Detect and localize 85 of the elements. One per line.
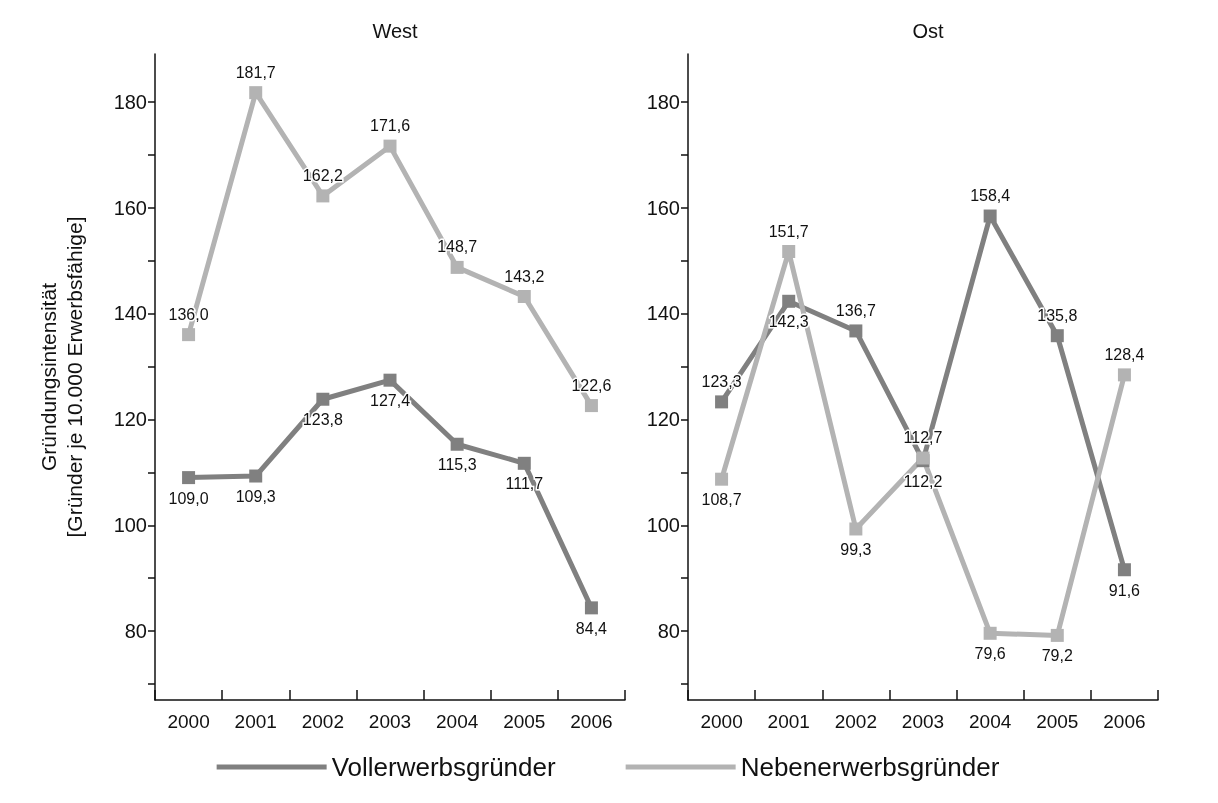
x-tick-label: 2003 [368,711,412,732]
point [316,392,330,406]
x-tick-label: 2003 [901,711,945,732]
x-tick-label: 2000 [167,711,210,732]
chart-title: Ost [912,20,944,42]
point [450,260,464,274]
x-tick-label: 2004 [436,711,479,732]
data-label: 91,6 [1108,581,1141,599]
point [182,471,196,485]
y-tick-label: 80 [124,620,147,643]
data-label: 112,2 [903,472,943,490]
data-label: 79,2 [1041,647,1073,665]
data-label: 112,7 [903,429,943,447]
point [983,209,997,223]
data-label: 111,7 [505,475,544,493]
x-tick-label: 2002 [301,711,344,732]
data-label: 109,0 [168,489,209,507]
y-tick-label: 120 [113,408,147,431]
data-label: 142,3 [768,313,809,331]
y-tick-label: 140 [113,302,147,325]
data-label: 162,2 [302,166,343,184]
y-axis-title: Gründungsintensität [Gründer je 10.000 Erwerbsfähige] [36,216,86,538]
x-tick-label: 2005 [503,711,546,732]
point [450,437,464,451]
point [383,139,397,153]
data-label: 135,8 [1037,306,1078,324]
point [517,456,531,470]
point [1050,329,1064,343]
point [1050,628,1064,642]
data-label: 122,6 [571,376,612,394]
data-label: 99,3 [840,540,872,558]
x-tick-label: 2001 [767,711,810,732]
data-label: 148,7 [437,238,478,256]
x-tick-label: 2000 [700,711,743,732]
y-tick-label: 100 [113,514,147,537]
data-label: 79,6 [974,645,1006,663]
point [782,245,796,259]
data-label: 128,4 [1104,345,1145,363]
y-tick-label: 120 [646,408,680,431]
point [249,86,263,100]
point [849,522,863,536]
legend-label: Nebenerwerbsgründer [740,752,1000,782]
point [584,601,598,615]
point [383,373,397,387]
data-label: 108,7 [701,491,742,509]
data-label: 84,4 [575,619,608,637]
data-label: 123,8 [302,411,343,429]
point [715,395,729,409]
y-tick-label: 100 [646,514,680,537]
x-tick-label: 2005 [1036,711,1079,732]
y-tick-label: 160 [113,196,147,219]
y-tick-label: 160 [646,196,680,219]
x-tick-label: 2004 [969,711,1012,732]
y-tick-label: 80 [657,620,680,643]
point [182,328,196,342]
data-label: 123,3 [701,372,742,390]
data-label: 109,3 [235,488,276,506]
point [1117,563,1131,577]
data-label: 171,6 [369,117,411,135]
point [1117,368,1131,382]
legend-label: Vollerwerbsgründer [331,752,556,782]
y-tick-label: 140 [646,302,680,325]
point [782,294,796,308]
x-tick-label: 2006 [570,711,613,732]
data-label: 151,7 [768,222,809,240]
x-tick-label: 2001 [234,711,277,732]
data-label: 181,7 [235,63,276,81]
x-tick-label: 2006 [1103,711,1146,732]
point [849,324,863,338]
data-label: 136,0 [168,305,209,323]
data-label: 136,7 [835,301,876,319]
x-tick-label: 2002 [834,711,877,732]
chart-title: West [372,20,419,42]
point [983,626,997,640]
y-tick-label: 180 [646,90,680,113]
data-label: 115,3 [437,456,477,474]
point [249,469,263,483]
point [715,472,729,486]
point [316,189,330,203]
data-label: 143,2 [504,267,545,285]
y-tick-label: 180 [113,90,147,113]
data-label: 158,4 [970,187,1011,205]
point [584,399,598,413]
data-label: 127,4 [369,392,411,410]
point [517,290,531,304]
